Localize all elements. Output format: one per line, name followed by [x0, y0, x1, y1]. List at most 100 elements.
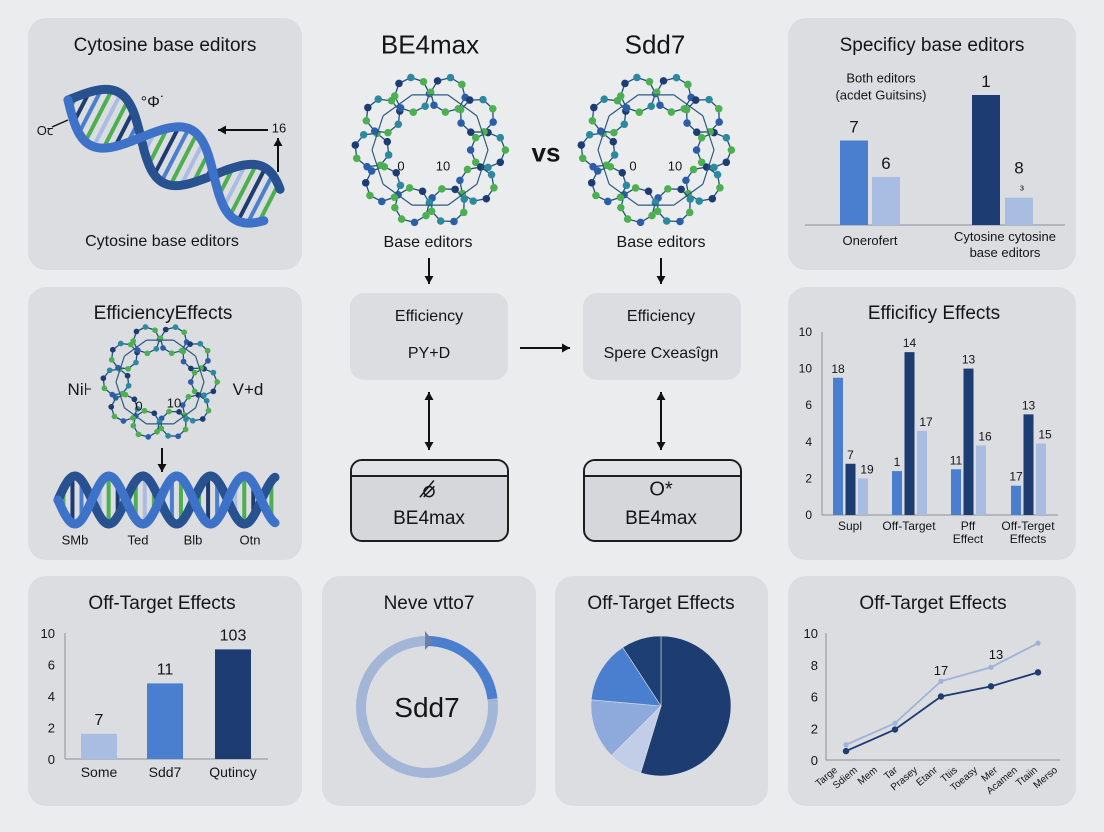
efficiency-molecule-atom [101, 385, 108, 392]
right-box-title: Efficiency [626, 308, 696, 325]
y-tick-label: 10 [799, 362, 813, 376]
arrow-double-left-head [424, 442, 434, 450]
be4max-molecule-atom [458, 80, 466, 89]
efficiency-molecule-atom [144, 350, 151, 357]
sdd7-molecule-atom [664, 185, 672, 193]
efficiency-molecule-atom [108, 356, 115, 363]
be4max-molecule-atom [467, 128, 475, 136]
be4max-molecule-atom [489, 104, 497, 113]
efficiency-molecule-atom [111, 413, 118, 420]
neve-center-label: Sdd7 [394, 692, 460, 723]
sdd7-molecule-atom [577, 141, 586, 149]
base-pair [236, 166, 268, 223]
ring-label: 0 [629, 158, 637, 174]
be4max-molecule-link [447, 183, 478, 206]
panel-neve [322, 576, 536, 806]
sdd7-molecule-atom [659, 77, 668, 85]
efficiency-molecule-atom [119, 390, 126, 397]
sdd7-molecule-atom [635, 108, 644, 116]
efficiency-molecule-atom [131, 396, 138, 403]
sdd7-molecule-atom [633, 73, 641, 82]
be4max-molecule-atom [487, 170, 496, 179]
efficiency-molecule-atom [133, 328, 140, 335]
sdd7-molecule-atom [677, 185, 685, 194]
be4max-molecule-link [476, 149, 489, 185]
be4max-molecule-atom [374, 95, 382, 103]
be4max-molecule-atom [384, 128, 392, 137]
bar [1023, 414, 1034, 515]
efficiency-molecule-atom [120, 418, 127, 424]
be4max-molecule-atom [419, 77, 428, 86]
efficiency-molecule-atom [109, 391, 116, 398]
sdd7-molecule-atom [682, 176, 690, 185]
sdd7-molecule-atom [610, 128, 618, 137]
dna-label: Otn [239, 532, 261, 548]
efficiency-molecule-link [195, 355, 205, 383]
be4max-molecule-atom [457, 119, 465, 127]
sdd7-molecule-atom [600, 95, 608, 103]
bar-data-label: 16 [978, 429, 992, 443]
sdd7-molecule-link [673, 183, 704, 206]
dna-helix-horizontal-strand [53, 471, 280, 529]
efficiency-molecule-atom [205, 407, 212, 414]
sdd7-molecule-atom [652, 88, 661, 97]
sdd7-molecule-atom [578, 154, 587, 163]
be4max-molecule-atom [446, 73, 455, 82]
bar [858, 478, 868, 515]
sdd7-molecule-atom [618, 168, 627, 177]
category-label: Supl [838, 519, 862, 533]
be4max-molecule-atom [378, 197, 386, 206]
be4max-molecule-link [371, 149, 384, 185]
sdd7-title: Sdd7 [624, 29, 686, 60]
efficiency-molecule-atom [100, 375, 107, 382]
line-annotation: 13 [989, 647, 1003, 662]
be4max-molecule-atom [361, 179, 370, 187]
category-label: Off-Target [882, 519, 936, 533]
efficiency-box-right [583, 293, 741, 380]
specificity-subtitle: Both editors [846, 70, 916, 86]
efficiency-molecule-atom [182, 426, 189, 433]
efficiency-molecule-atom [153, 345, 160, 352]
cbe-caption: Cytosine base editors [85, 233, 239, 250]
x-tick-label: Etanr [915, 764, 941, 788]
offtarget-bar-title: Off-Target Effects [88, 593, 236, 614]
bar-data-label: 17 [919, 415, 933, 429]
base-pair [147, 127, 170, 166]
efficiency-box-left [350, 293, 508, 380]
be4max-molecule-atom [489, 118, 497, 126]
be4max-molecule-link [382, 183, 413, 206]
be4max-molecule-atom [484, 163, 492, 172]
efficiency-molecule-link [124, 407, 147, 425]
line-point [891, 726, 899, 733]
efficiency-molecule-atom [187, 341, 194, 347]
bar-data-label: 1 [894, 455, 901, 469]
sdd7-molecule-atom [602, 161, 611, 170]
sdd7-molecule-atom [589, 162, 597, 171]
progress-ring-fill [426, 636, 498, 700]
arrow-right-head [562, 343, 570, 353]
efficiency-molecule-atom [191, 388, 198, 395]
panel-offtarget-line [788, 576, 1076, 806]
efficiency-molecule-link [124, 339, 147, 357]
efficiency-molecule-atom [191, 369, 198, 376]
efficiency-molecule-atom [180, 348, 187, 355]
be4max-molecule-link [382, 94, 413, 117]
arrow-down-left-head [424, 276, 434, 284]
be4max-molecule-atom [363, 162, 371, 171]
sdd7-molecule-link [608, 94, 639, 117]
panel-specificity [788, 18, 1076, 270]
bar [147, 683, 183, 759]
be4max-molecule-link [447, 94, 478, 117]
arrow-left-head [218, 125, 226, 135]
be4max-molecule-atom [471, 133, 480, 142]
efficiency-molecule-atom [183, 416, 189, 423]
sdd7-molecule-atom [727, 146, 736, 154]
efficiency-molecule-atom [142, 324, 149, 330]
efficiency-molecule-atom [108, 404, 115, 410]
arrow-double-right-head [656, 392, 666, 400]
offtarget-line-title: Off-Target Effects [859, 593, 1007, 614]
bar [1005, 197, 1033, 225]
be4max-molecule-atom [366, 191, 374, 200]
line-point [987, 683, 995, 690]
category-label: Onerofert [843, 233, 898, 248]
